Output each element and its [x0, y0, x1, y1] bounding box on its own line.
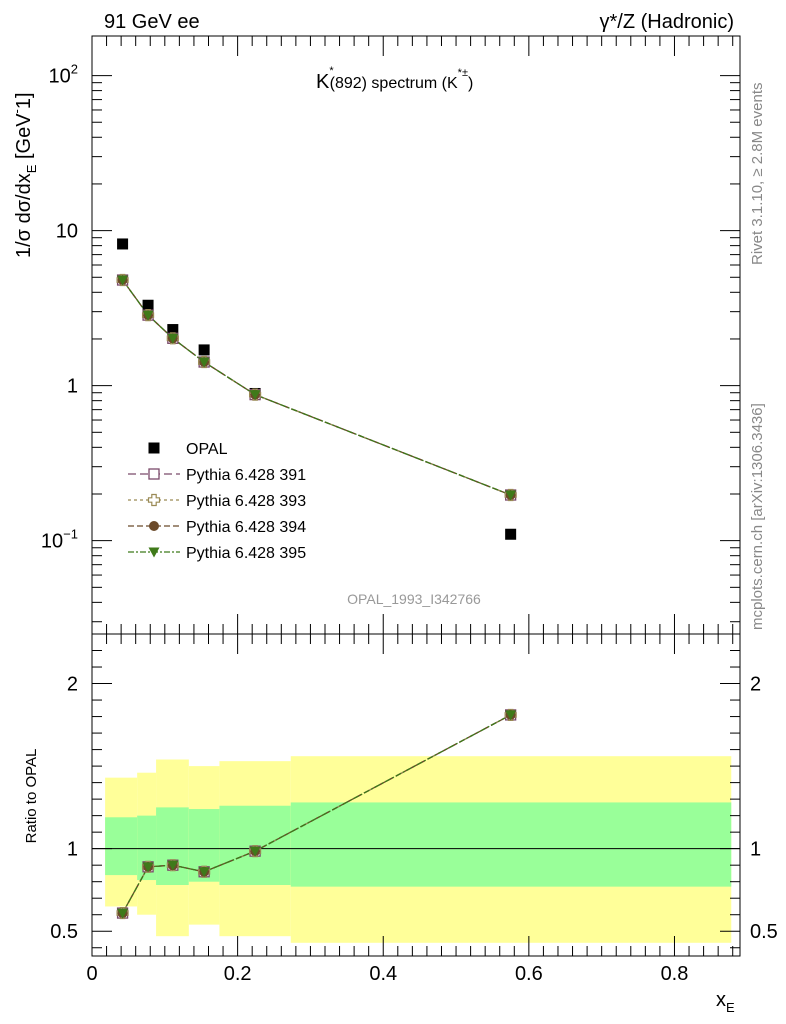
- data-point: [167, 324, 179, 336]
- data-point: [117, 238, 129, 250]
- ratio-point: [167, 860, 179, 871]
- ratio-axis-ticks: [91, 634, 740, 956]
- mc-point: [249, 390, 261, 401]
- mc-point: [167, 333, 179, 344]
- green-band: [105, 817, 138, 876]
- ratio-point: [505, 710, 517, 721]
- ratio-y-tick-label-right: 2: [750, 674, 761, 696]
- main-series-line: [122, 279, 511, 496]
- main-series-line: [122, 279, 511, 496]
- uncertainty-bands: [105, 756, 732, 943]
- x-tick-labels: 0 0.2 0.4 0.6 0.8: [86, 963, 688, 985]
- legend-marker: [148, 468, 160, 480]
- tick-base: 10: [49, 66, 71, 88]
- ratio-point: [117, 908, 129, 919]
- ylabel-unit: [GeV: [13, 113, 35, 165]
- ratio-point: [142, 862, 154, 873]
- data-point: [505, 528, 517, 540]
- ratio-y-tick-label: 0.5: [50, 921, 78, 943]
- header-process-label: γ*/Z (Hadronic): [600, 11, 734, 33]
- main-series-line: [122, 279, 511, 496]
- tick-exponent: −1: [63, 527, 78, 542]
- data-point: [142, 299, 154, 311]
- y-axis-label: 1/σ dσ/dxE [GeV-1]: [9, 92, 39, 258]
- legend-marker: [148, 547, 160, 558]
- x-axis-label: xE: [716, 989, 735, 1015]
- main-series-lines: [122, 279, 511, 496]
- mc-point: [505, 490, 517, 501]
- rivet-version-label: Rivet 3.1.10, ≥ 2.8M events: [749, 83, 766, 266]
- main-y-tick-label: 10−1: [41, 527, 78, 553]
- data-point: [198, 344, 210, 356]
- x-tick-label: 0.2: [224, 963, 252, 985]
- tick-base: 1: [67, 376, 78, 398]
- mc-point: [142, 310, 154, 321]
- legend-marker: [147, 493, 161, 507]
- legend-label: Pythia 6.428 393: [186, 493, 306, 510]
- title-sup2: *±: [458, 67, 468, 79]
- legend-label: Pythia 6.428 394: [186, 519, 306, 536]
- tick-base: 10: [41, 531, 63, 553]
- ratio-panel: 0.5 0.5 1 1 2 2 0 0.2 0.4 0.6 0.8 Ratio to OPAL x…: [23, 633, 778, 1015]
- ratio-series-line: [122, 714, 512, 914]
- analysis-id-watermark: OPAL_1993_I342766: [347, 591, 481, 607]
- main-y-tick-label: 10: [56, 221, 78, 243]
- xlabel-main: x: [716, 989, 726, 1011]
- ylabel-sup: -: [9, 109, 24, 113]
- legend-label: OPAL: [186, 441, 228, 458]
- main-series-line: [122, 279, 511, 496]
- legend-marker: [148, 442, 160, 454]
- tick-exponent: 2: [71, 62, 78, 77]
- ylabel-end: 1]: [13, 92, 35, 109]
- xlabel-sub: E: [726, 1000, 735, 1015]
- title-sup: *: [329, 65, 334, 77]
- x-tick-label: 0.8: [661, 963, 689, 985]
- ratio-series-markers: [116, 708, 517, 920]
- green-band: [156, 807, 189, 885]
- legend-label: Pythia 6.428 395: [186, 545, 306, 562]
- ratio-y-tick-label: 1: [67, 839, 78, 861]
- main-y-tick-label: 102: [49, 62, 78, 88]
- x-tick-label: 0.4: [369, 963, 397, 985]
- ratio-y-tick-labels: 0.5 0.5 1 1 2 2: [50, 674, 778, 944]
- ylabel-sub: E: [24, 164, 39, 173]
- legend-marker: [149, 521, 159, 531]
- chart-title: K* (892) spectrum (K*±): [316, 65, 473, 93]
- mc-point: [198, 357, 210, 368]
- legend-label: Pythia 6.428 391: [186, 467, 306, 484]
- green-band: [290, 802, 732, 887]
- ratio-point: [249, 846, 261, 857]
- mcplots-label: mcplots.cern.ch [arXiv:1306.3436]: [749, 403, 766, 630]
- ratio-y-tick-label: 2: [67, 674, 78, 696]
- title-main: K: [316, 71, 330, 93]
- ratio-series-lines: [122, 714, 512, 914]
- main-axis-ticks: [91, 36, 740, 634]
- title-mid: (892) spectrum (K: [330, 75, 458, 92]
- ratio-point: [198, 867, 210, 878]
- ylabel-main: 1/σ dσ/dx: [13, 173, 35, 258]
- ratio-frame: [91, 633, 741, 957]
- ratio-y-tick-label-right: 1: [750, 839, 761, 861]
- x-tick-label: 0: [86, 963, 97, 985]
- header-energy-label: 91 GeV ee: [104, 11, 200, 33]
- legend: OPAL Pythia 6.428 391 Pythia 6.428 393 Pyth…: [128, 441, 306, 562]
- ratio-y-tick-label-right: 0.5: [750, 921, 778, 943]
- main-y-tick-label: 1: [67, 376, 78, 398]
- title-end: ): [468, 75, 473, 92]
- x-tick-label: 0.6: [515, 963, 543, 985]
- tick-base: 10: [56, 221, 78, 243]
- main-series-markers: [116, 238, 517, 540]
- mc-point: [117, 275, 129, 286]
- ratio-y-axis-label: Ratio to OPAL: [23, 749, 40, 844]
